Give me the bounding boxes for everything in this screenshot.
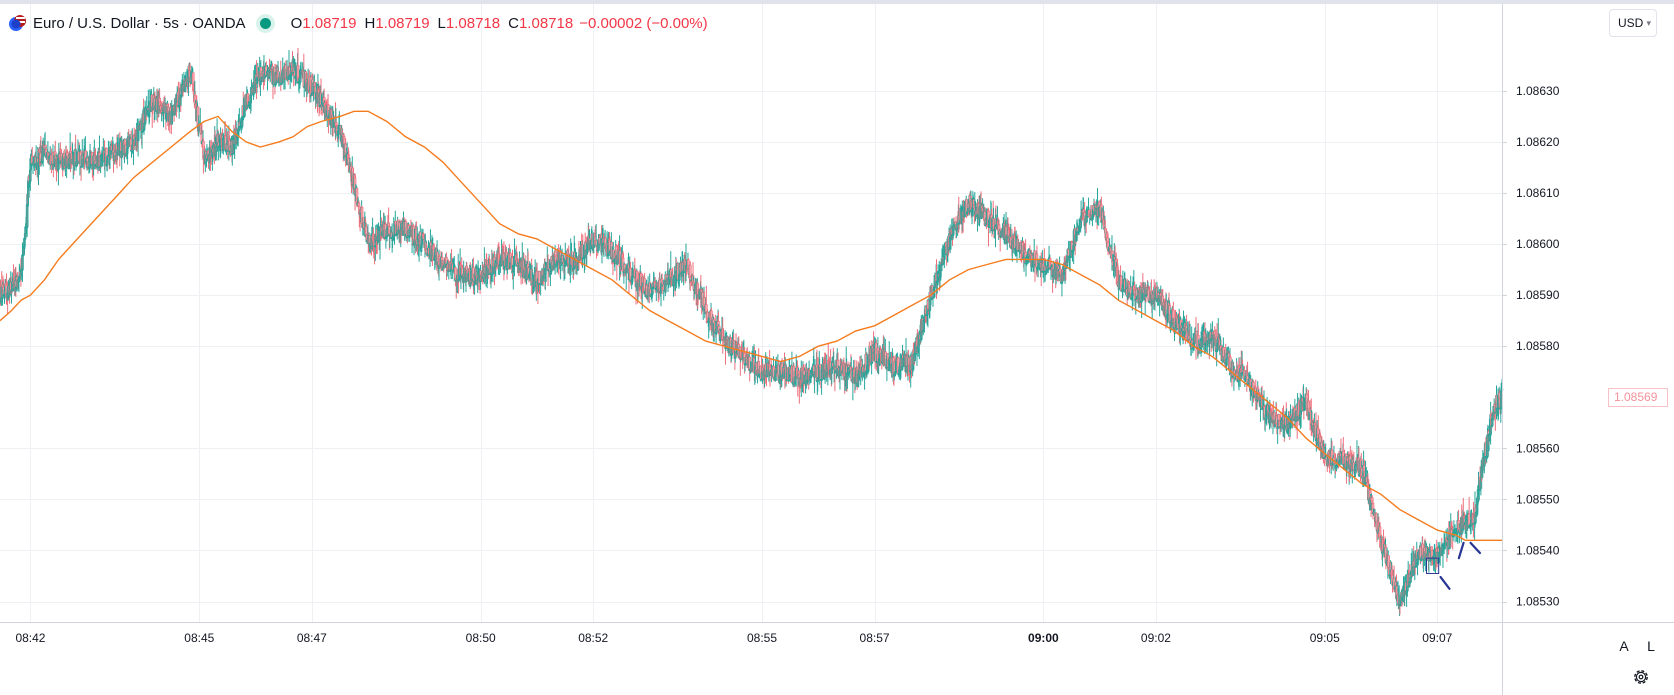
candle-body xyxy=(21,254,24,270)
top-strip xyxy=(0,0,1674,4)
candles xyxy=(0,48,1504,616)
candle-body xyxy=(25,204,29,228)
grid xyxy=(0,4,1502,622)
candle-body xyxy=(23,233,27,239)
candle-body xyxy=(215,145,218,152)
candle-body xyxy=(28,169,32,182)
candle-body xyxy=(222,138,225,151)
candle-body xyxy=(357,202,361,207)
candle-body xyxy=(342,136,346,140)
